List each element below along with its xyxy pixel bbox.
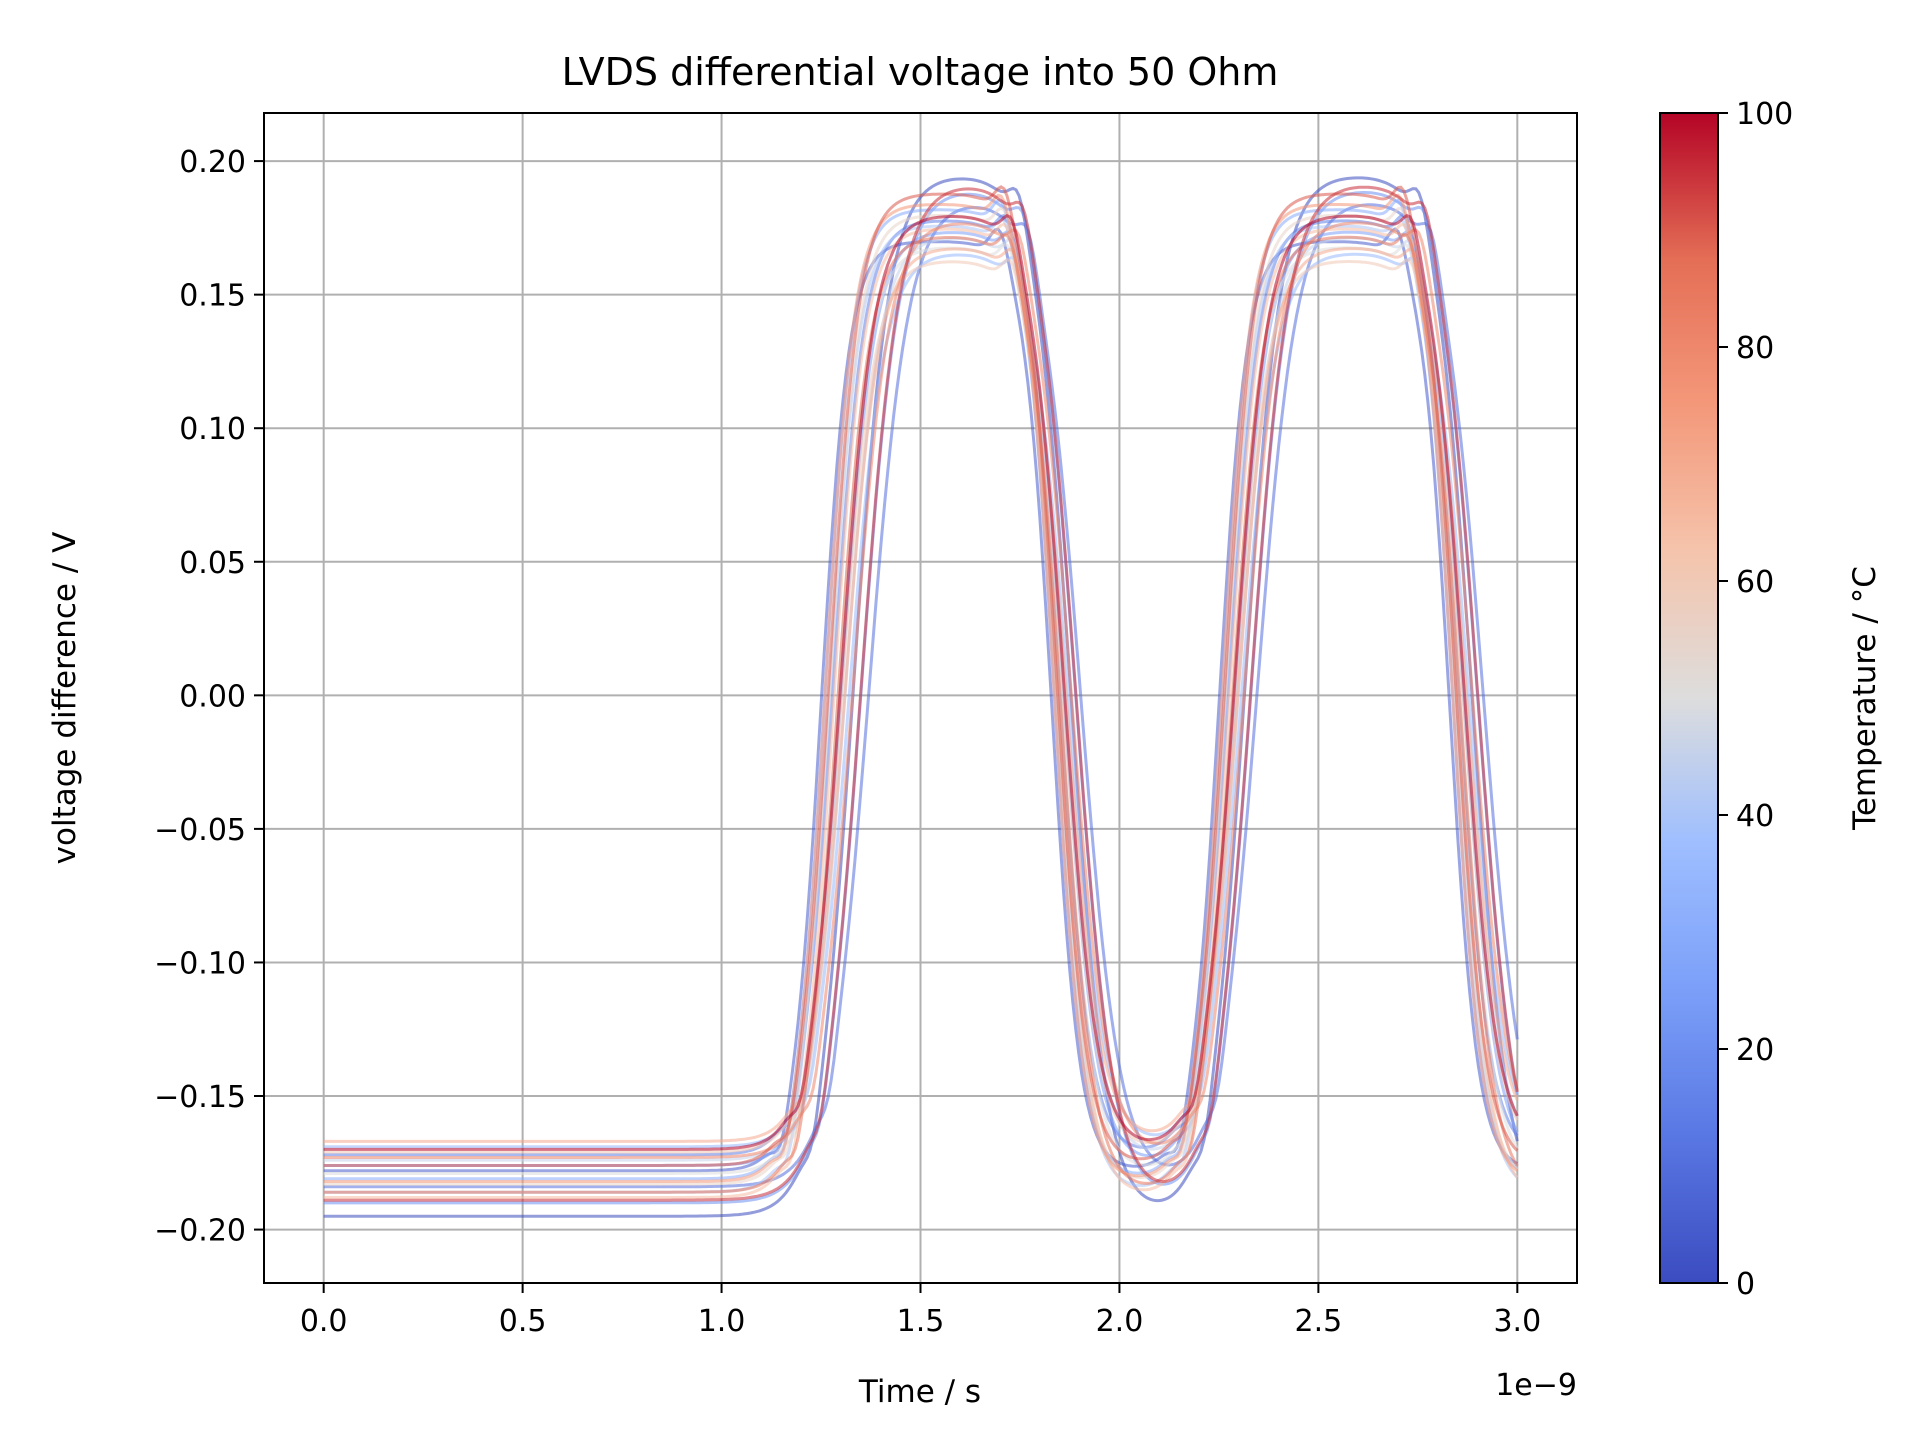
- x-tick-label: 0.5: [499, 1304, 547, 1339]
- series-line-70: [323, 247, 1519, 1143]
- series-line-55: [323, 206, 1519, 1186]
- series-line-60: [323, 258, 1519, 1154]
- series-line-50: [323, 243, 1519, 1175]
- x-tick-label: 3.0: [1493, 1304, 1541, 1339]
- colorbar-tick-label: 80: [1736, 331, 1774, 366]
- colorbar-tick-label: 20: [1736, 1033, 1774, 1068]
- x-tick-label: 1.5: [897, 1304, 945, 1339]
- x-tick-label: 0.0: [300, 1304, 348, 1339]
- x-axis-ticks: 0.0 0.5 1.0 1.5 2.0 2.5 3.0: [300, 1283, 1541, 1339]
- series-lines: [323, 176, 1519, 1218]
- colorbar-tick-label: 60: [1736, 565, 1774, 600]
- series-line-100: [323, 213, 1519, 1151]
- y-tick-label: −0.20: [154, 1214, 246, 1249]
- y-tick-label: −0.15: [154, 1080, 246, 1115]
- y-tick-label: 0.20: [179, 145, 246, 180]
- series-line-85: [323, 233, 1519, 1194]
- colorbar-tick-label: 100: [1736, 97, 1793, 132]
- x-tick-label: 2.0: [1096, 1304, 1144, 1339]
- y-tick-label: 0.15: [179, 279, 246, 314]
- x-axis-offset-text: 1e−9: [1495, 1368, 1577, 1403]
- colorbar-label: Temperature / °C: [1847, 566, 1883, 831]
- x-axis-label: Time / s: [858, 1374, 981, 1410]
- y-axis-ticks: 0.20 0.15 0.10 0.05 0.00 −0.05 −0.10 −0.15 −0.20: [154, 145, 264, 1249]
- colorbar-tick-label: 40: [1736, 799, 1774, 834]
- grid-lines: [264, 113, 1577, 1283]
- y-tick-label: −0.10: [154, 946, 246, 981]
- colorbar-tick-label: 0: [1736, 1267, 1755, 1302]
- y-tick-label: −0.05: [154, 813, 246, 848]
- y-axis-label: voltage difference / V: [47, 532, 83, 865]
- series-line-45: [323, 236, 1519, 1162]
- series-line-65: [323, 222, 1519, 1199]
- chart-title: LVDS differential voltage into 50 Ohm: [562, 50, 1279, 94]
- series-line-75: [323, 193, 1519, 1183]
- colorbar-ticks: 0 20 40 60 80 100: [1718, 97, 1793, 1302]
- y-tick-label: 0.10: [179, 412, 246, 447]
- y-tick-label: 0.00: [179, 679, 246, 714]
- series-line-0: [323, 176, 1519, 1218]
- x-tick-label: 1.0: [698, 1304, 746, 1339]
- series-line-90: [323, 185, 1519, 1167]
- colorbar: [1659, 112, 1719, 1284]
- y-tick-label: 0.05: [179, 546, 246, 581]
- x-tick-label: 2.5: [1295, 1304, 1343, 1339]
